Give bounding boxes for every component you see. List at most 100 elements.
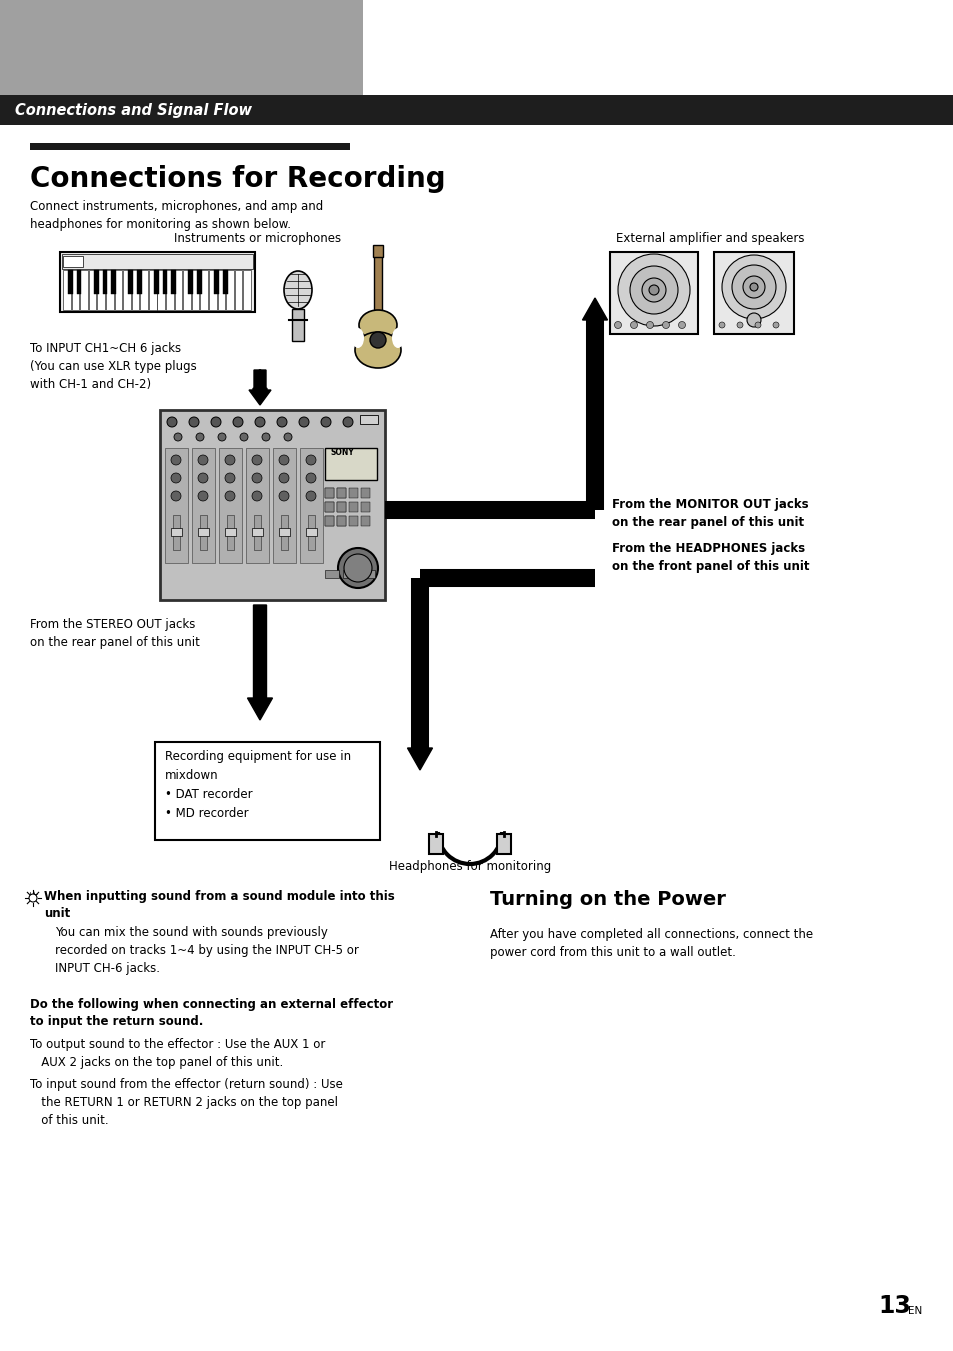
Bar: [60, 253, 254, 312]
Circle shape: [173, 434, 182, 440]
Circle shape: [646, 322, 653, 328]
Bar: [63, 270, 71, 309]
Text: Do the following when connecting an external effector
to input the return sound.: Do the following when connecting an exte…: [30, 998, 393, 1028]
Circle shape: [211, 417, 221, 427]
Bar: [360, 516, 370, 526]
Bar: [299, 449, 323, 563]
Bar: [160, 409, 385, 600]
Bar: [349, 503, 357, 512]
Circle shape: [772, 322, 779, 328]
Bar: [225, 528, 235, 536]
Bar: [374, 255, 381, 327]
Bar: [349, 516, 357, 526]
Bar: [136, 270, 141, 295]
Bar: [198, 528, 209, 536]
Bar: [93, 270, 98, 295]
Circle shape: [298, 417, 309, 427]
Bar: [227, 515, 233, 550]
Ellipse shape: [284, 272, 312, 309]
Text: Connect instruments, microphones, and amp and
headphones for monitoring as shown: Connect instruments, microphones, and am…: [30, 200, 323, 231]
Text: ★: ★: [28, 892, 38, 902]
FancyArrow shape: [407, 735, 432, 770]
Bar: [63, 255, 83, 267]
Circle shape: [344, 554, 372, 582]
Bar: [172, 270, 175, 295]
Bar: [308, 515, 314, 550]
Bar: [89, 270, 96, 309]
Bar: [154, 742, 379, 840]
Bar: [166, 270, 173, 309]
Circle shape: [742, 276, 764, 299]
Text: Instruments or microphones: Instruments or microphones: [174, 232, 341, 245]
Text: After you have completed all connections, connect the
power cord from this unit : After you have completed all connections…: [490, 928, 812, 959]
Text: To input sound from the effector (return sound) : Use
   the RETURN 1 or RETURN : To input sound from the effector (return…: [30, 1078, 342, 1127]
Bar: [97, 270, 105, 309]
Bar: [429, 834, 442, 854]
Circle shape: [252, 455, 262, 465]
Circle shape: [276, 417, 287, 427]
Bar: [128, 270, 132, 295]
Bar: [234, 270, 242, 309]
Circle shape: [370, 332, 386, 349]
Circle shape: [189, 417, 199, 427]
Bar: [336, 488, 346, 499]
Circle shape: [306, 473, 315, 484]
Text: Connections and Signal Flow: Connections and Signal Flow: [15, 103, 252, 118]
Circle shape: [171, 490, 181, 501]
Bar: [246, 449, 269, 563]
Text: To output sound to the effector : Use the AUX 1 or
   AUX 2 jacks on the top pan: To output sound to the effector : Use th…: [30, 1038, 325, 1069]
Bar: [106, 270, 113, 309]
Bar: [336, 488, 346, 499]
Bar: [200, 270, 208, 309]
Circle shape: [252, 473, 262, 484]
Text: External amplifier and speakers: External amplifier and speakers: [615, 232, 803, 245]
Bar: [278, 528, 290, 536]
Bar: [336, 503, 346, 512]
Bar: [62, 254, 253, 269]
Circle shape: [719, 322, 724, 328]
Circle shape: [721, 255, 785, 319]
Circle shape: [630, 322, 637, 328]
Text: To INPUT CH1~CH 6 jacks
(You can use XLR type plugs
with CH-1 and CH-2): To INPUT CH1~CH 6 jacks (You can use XLR…: [30, 342, 196, 390]
Bar: [102, 270, 107, 295]
Circle shape: [678, 322, 685, 328]
Circle shape: [278, 473, 289, 484]
Bar: [71, 270, 79, 309]
Bar: [360, 503, 370, 512]
Bar: [0, 0, 363, 95]
Bar: [183, 270, 191, 309]
Circle shape: [225, 473, 234, 484]
Bar: [153, 270, 158, 295]
Bar: [252, 528, 263, 536]
Text: You can mix the sound with sounds previously
recorded on tracks 1~4 by using the: You can mix the sound with sounds previo…: [55, 925, 358, 975]
Circle shape: [737, 322, 742, 328]
Circle shape: [661, 322, 669, 328]
Bar: [68, 270, 72, 295]
Bar: [325, 488, 334, 499]
Circle shape: [218, 434, 226, 440]
Circle shape: [29, 894, 37, 902]
Circle shape: [278, 455, 289, 465]
Bar: [243, 270, 251, 309]
Bar: [349, 488, 357, 499]
Bar: [132, 270, 139, 309]
Bar: [149, 270, 156, 309]
Bar: [359, 415, 377, 424]
Bar: [123, 270, 131, 309]
Text: Headphones for monitoring: Headphones for monitoring: [389, 861, 551, 873]
Circle shape: [731, 265, 775, 309]
Circle shape: [306, 490, 315, 501]
Bar: [189, 270, 193, 295]
Bar: [325, 503, 334, 512]
Bar: [157, 270, 165, 309]
Bar: [306, 528, 316, 536]
Bar: [76, 270, 81, 295]
Circle shape: [225, 490, 234, 501]
Circle shape: [240, 434, 248, 440]
Bar: [336, 516, 346, 526]
FancyArrow shape: [582, 299, 607, 332]
Bar: [273, 449, 295, 563]
Bar: [360, 488, 370, 499]
Circle shape: [252, 490, 262, 501]
Text: From the HEADPHONES jacks
on the front panel of this unit: From the HEADPHONES jacks on the front p…: [612, 542, 809, 573]
